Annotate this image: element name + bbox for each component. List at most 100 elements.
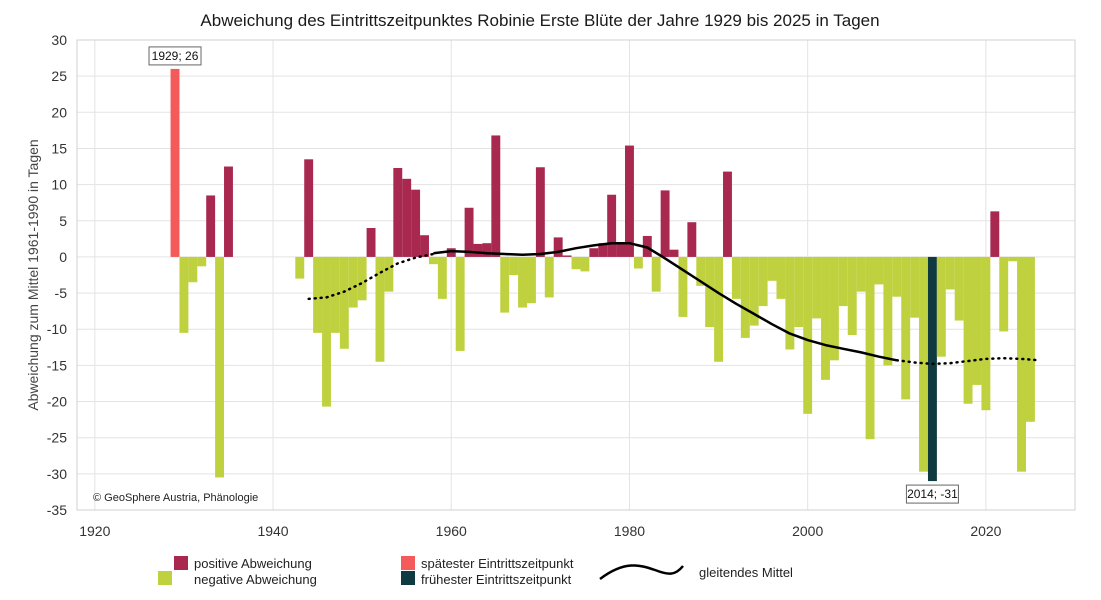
bar-negative [1025,256,1035,422]
bar-negative [999,256,1009,332]
legend-earliest-swatch [401,571,415,585]
bar-negative [544,256,554,298]
bar-negative [821,256,830,380]
bar-positive [446,248,456,257]
legend-positive-swatch [174,556,188,570]
legend: positive Abweichung negative Abweichung … [158,556,793,587]
y-tick-label: 25 [51,68,67,84]
bar-negative [526,256,536,304]
bar-negative [651,256,661,292]
bar-negative [954,256,964,321]
bar-negative [705,256,715,328]
bar-negative [348,256,358,308]
bar-negative [357,256,367,301]
bar-negative [901,256,911,400]
bar-negative [437,256,447,299]
bar-negative [322,256,331,407]
bar-positive [660,190,670,257]
bar-negative [455,256,465,351]
bar-negative [384,256,394,292]
bar-negative [892,256,902,297]
x-tick-label: 1920 [79,523,110,539]
bar-positive [366,228,376,257]
bar-negative [1017,256,1026,472]
bar-negative [963,256,973,404]
y-tick-label: 5 [59,213,67,229]
bar-positive [669,249,679,257]
bar-negative [758,256,768,307]
legend-latest-label: spätester Eintrittszeitpunkt [421,556,574,571]
smooth-line-dotted-start [307,252,435,301]
bar-negative [571,256,581,270]
x-tick-label: 1940 [257,523,288,539]
bar-negative [856,256,866,292]
bar-negative [945,256,955,290]
bar-negative [295,256,305,279]
bar-positive [464,207,474,257]
bar-negative [883,256,893,366]
bar-negative [179,256,189,333]
legend-latest-swatch [401,556,415,570]
bar-positive [491,135,501,257]
bar-negative [678,256,688,317]
bar-negative [910,256,920,318]
y-tick-label: -30 [47,466,67,482]
bar-negative [188,256,198,283]
callout-earliest-box [905,484,959,504]
bar-positive [393,167,403,257]
callout-latest-label: 1929; 26 [152,49,199,63]
bar-negative [740,256,750,338]
x-tick-label: 1960 [436,523,467,539]
bar-negative [313,256,323,333]
bar-negative [215,256,225,478]
bar-positive [535,167,545,257]
bar-positive [625,145,634,257]
bar-negative [936,256,946,357]
bar-negative [509,256,519,275]
smooth-line-solid [433,241,898,362]
smooth-line-dotted-end [895,356,1041,366]
callout-latest-box [148,46,202,66]
bar-negative [749,256,759,326]
bar-negative [812,256,822,319]
bar-negative [633,256,643,269]
bar-positive [553,237,563,257]
bar-positive [206,195,216,257]
bar-negative [197,256,207,267]
chart-title: Abweichung des Eintrittszeitpunktes Robi… [200,11,879,30]
smoothed-line [307,241,1041,366]
bar-negative [428,256,438,265]
bar-negative [696,256,706,286]
plot-frame [76,39,1076,511]
bar-negative [1008,256,1018,262]
bar-latest [170,68,180,257]
legend-smooth-label: gleitendes Mittel [699,565,793,580]
x-tick-label: 1980 [614,523,645,539]
legend-earliest-label: frühester Eintrittszeitpunkt [421,572,572,587]
y-tick-label: 30 [51,32,67,48]
bar-negative [981,256,991,411]
bar-negative [375,256,385,362]
y-tick-label: -20 [47,394,67,410]
legend-positive-label: positive Abweichung [194,556,312,571]
y-tick-label: 0 [59,249,67,265]
y-tick-label: -35 [47,502,67,518]
legend-negative-swatch [158,571,172,585]
y-axis-ticks: 30 25 20 15 10 5 0 -5 -10 -15 -20 -25 -30 -35 [47,32,67,518]
bar-negative [330,256,340,333]
bar-positive [402,178,412,257]
y-tick-label: 20 [51,104,67,120]
bar-negative [865,256,875,440]
callout-earliest-label: 2014; -31 [907,487,958,501]
y-tick-label: -15 [47,357,67,373]
legend-negative-label: negative Abweichung [194,572,317,587]
bar-positive [616,243,626,257]
bar-positive [589,248,599,257]
bar-negative [767,256,777,281]
bar-positive [304,159,314,257]
bar-negative [731,256,741,299]
y-tick-label: 15 [51,140,67,156]
y-tick-label: -25 [47,430,67,446]
bar-positive [411,189,421,257]
x-tick-label: 2000 [792,523,823,539]
